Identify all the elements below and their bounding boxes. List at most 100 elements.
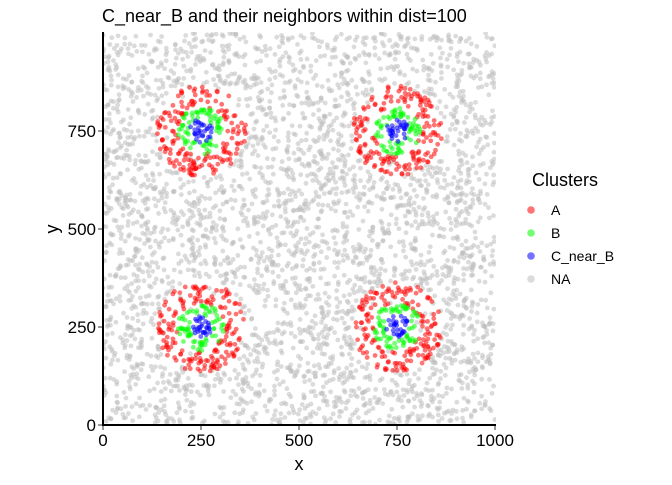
data-point-a: [363, 326, 368, 332]
data-point-na: [167, 169, 173, 174]
data-point-na: [346, 152, 351, 158]
data-point-na: [106, 171, 112, 177]
data-point-na: [276, 204, 282, 209]
data-point-na: [107, 111, 112, 117]
data-point-na: [425, 402, 431, 408]
data-point-na: [172, 61, 178, 67]
data-point-a: [165, 352, 170, 358]
data-point-na: [178, 209, 184, 215]
data-point-na: [265, 164, 271, 170]
data-point-na: [415, 178, 420, 184]
data-point-na: [367, 397, 373, 403]
data-point-na: [269, 248, 275, 254]
data-point-a: [434, 332, 440, 338]
data-point-na: [242, 342, 248, 348]
data-point-na: [408, 58, 413, 63]
data-point-na: [456, 377, 462, 383]
data-point-na: [144, 225, 150, 231]
data-point-na: [234, 50, 240, 56]
data-point-b: [208, 113, 214, 119]
data-point-na: [360, 390, 365, 396]
data-point-na: [140, 321, 146, 327]
data-point-na: [245, 223, 251, 229]
data-point-na: [162, 200, 168, 206]
data-point-na: [265, 187, 271, 192]
data-point-a: [376, 345, 382, 351]
data-point-na: [243, 374, 249, 380]
data-point-na: [311, 363, 317, 369]
data-point-na: [475, 302, 481, 307]
data-point-na: [161, 379, 166, 385]
data-point-na: [132, 336, 138, 342]
data-point-na: [218, 261, 224, 267]
data-point-na: [469, 309, 474, 314]
data-point-na: [285, 134, 291, 140]
data-point-na: [180, 242, 185, 248]
data-point-na: [390, 186, 396, 192]
data-point-na: [257, 382, 263, 388]
data-point-na: [302, 373, 308, 379]
data-point-na: [405, 40, 411, 46]
data-point-b: [201, 107, 207, 113]
data-point-na: [292, 190, 298, 196]
data-point-na: [325, 128, 331, 134]
data-point-a: [228, 151, 233, 157]
data-point-c-near-b: [207, 329, 213, 335]
data-point-a: [364, 350, 370, 355]
data-point-na: [129, 306, 135, 311]
data-point-na: [308, 171, 314, 177]
data-point-a: [415, 150, 421, 156]
data-point-na: [288, 230, 294, 236]
data-point-na: [383, 230, 389, 236]
data-point-a: [188, 358, 194, 364]
data-point-na: [212, 262, 218, 268]
data-point-na: [379, 32, 385, 37]
data-point-na: [225, 256, 231, 261]
data-point-na: [412, 36, 418, 42]
data-point-na: [347, 342, 353, 348]
data-point-na: [313, 393, 318, 399]
data-point-na: [278, 364, 284, 369]
data-point-na: [365, 91, 371, 97]
data-point-na: [233, 274, 238, 280]
data-point-na: [422, 172, 428, 178]
data-point-na: [206, 383, 212, 389]
data-point-na: [465, 259, 471, 265]
data-point-na: [115, 357, 121, 363]
data-point-a: [398, 86, 404, 92]
data-point-na: [211, 383, 217, 389]
data-point-na: [260, 211, 266, 217]
data-point-na: [436, 418, 441, 424]
data-point-na: [139, 78, 144, 84]
data-point-na: [454, 416, 460, 422]
data-point-na: [297, 407, 303, 413]
data-point-b: [216, 338, 222, 344]
data-point-na: [377, 278, 383, 284]
data-point-na: [413, 209, 419, 215]
data-point-a: [219, 305, 224, 311]
data-point-c-near-b: [204, 138, 209, 143]
data-point-na: [259, 273, 265, 279]
data-point-na: [450, 235, 456, 241]
data-point-a: [211, 349, 217, 354]
data-point-na: [175, 80, 180, 85]
data-point-na: [153, 276, 159, 282]
data-point-c-near-b: [192, 330, 198, 336]
data-point-na: [253, 77, 258, 82]
data-point-na: [252, 326, 258, 331]
data-point-na: [216, 187, 222, 193]
data-point-na: [286, 410, 292, 416]
data-point-a: [219, 354, 224, 360]
data-point-na: [292, 280, 298, 286]
data-point-a: [372, 353, 378, 358]
data-point-na: [201, 383, 207, 388]
data-point-na: [236, 183, 242, 189]
data-point-a: [205, 99, 211, 105]
data-point-na: [490, 321, 496, 327]
data-point-b: [383, 307, 389, 313]
data-point-na: [251, 417, 257, 423]
data-point-na: [330, 357, 336, 362]
legend-key: [527, 275, 535, 283]
data-point-na: [191, 178, 196, 184]
data-point-na: [350, 244, 356, 250]
